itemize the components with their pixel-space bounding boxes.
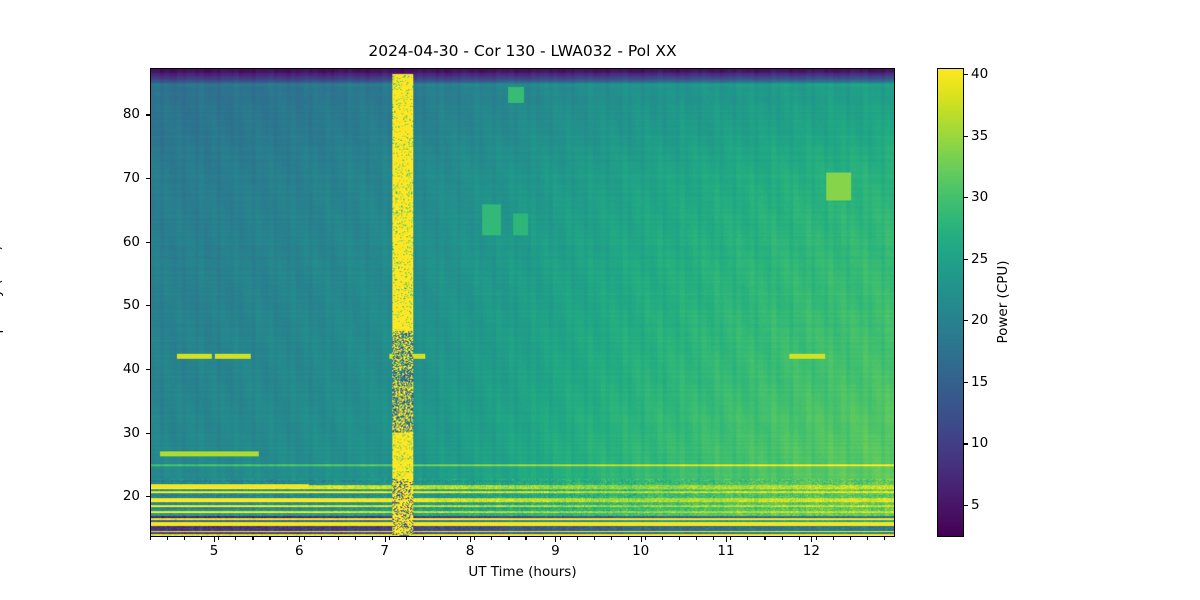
- x-axis-tick-label: 8: [465, 543, 475, 559]
- colorbar-tick-label: 40: [971, 66, 989, 83]
- x-axis-minor-tick: [440, 537, 442, 540]
- x-axis-minor-tick: [713, 537, 715, 540]
- colorbar-tick: [964, 197, 968, 199]
- x-axis-minor-tick: [610, 537, 612, 540]
- x-axis-minor-tick: [644, 537, 647, 540]
- x-axis-minor-tick: [696, 537, 698, 540]
- x-axis-minor-tick: [457, 537, 459, 540]
- colorbar-tick-label: 5: [971, 496, 980, 513]
- x-axis-minor-tick: [269, 537, 271, 540]
- colorbar-tick-label: 15: [971, 373, 989, 390]
- x-axis-minor-tick: [320, 537, 322, 540]
- x-axis-minor-tick: [354, 537, 356, 540]
- x-axis-minor-tick: [883, 537, 885, 540]
- colorbar-tick-label: 25: [971, 250, 989, 267]
- x-axis-tick: [726, 537, 728, 542]
- x-axis-tick: [214, 537, 216, 542]
- x-axis-minor-tick: [832, 537, 834, 540]
- x-axis-minor-tick: [167, 537, 169, 540]
- x-axis-tick-label: 5: [209, 543, 219, 559]
- x-axis-minor-tick: [781, 537, 783, 540]
- y-axis-label: Frequency (MHz): [0, 245, 4, 359]
- y-axis-tick-label: 70: [122, 170, 140, 187]
- x-axis-tick-label: 11: [717, 543, 735, 559]
- x-axis-minor-tick: [662, 537, 664, 540]
- x-axis-tick-label: 7: [380, 543, 389, 559]
- y-axis-tick-label: 50: [122, 297, 140, 314]
- x-axis-tick: [299, 537, 301, 542]
- colorbar-tick-label: 30: [971, 189, 989, 206]
- y-axis-tick: [146, 178, 150, 180]
- colorbar-tick-label: 20: [971, 312, 989, 329]
- x-axis-minor-tick: [576, 537, 578, 540]
- x-axis-minor-tick: [798, 537, 800, 540]
- x-axis-minor-tick: [371, 537, 373, 540]
- x-axis-tick-label: 6: [295, 543, 304, 559]
- spectrogram-heatmap: [151, 69, 894, 536]
- x-axis-minor-tick: [303, 537, 305, 540]
- colorbar-axes[interactable]: [937, 68, 964, 537]
- x-axis-minor-tick: [474, 537, 476, 540]
- y-axis-tick-label: 20: [122, 488, 140, 505]
- x-axis-minor-tick: [593, 537, 595, 540]
- colorbar-tick-label: 35: [971, 127, 989, 144]
- colorbar-tick-label: 10: [971, 435, 989, 452]
- colorbar-gradient: [938, 69, 963, 536]
- x-axis-tick-label: 12: [802, 543, 820, 559]
- x-axis-tick-label: 10: [632, 543, 650, 559]
- x-axis-minor-tick: [627, 537, 629, 540]
- y-axis-tick-label: 60: [122, 233, 140, 250]
- x-axis-minor-tick: [406, 537, 408, 540]
- x-axis-minor-tick: [218, 537, 220, 540]
- x-axis-minor-tick: [849, 537, 851, 540]
- x-axis-minor-tick: [525, 537, 527, 540]
- x-axis-minor-tick: [337, 537, 339, 540]
- x-axis-minor-tick: [730, 537, 732, 540]
- x-axis-tick: [470, 537, 472, 542]
- x-axis-tick-label: 9: [551, 543, 560, 559]
- x-axis-tick: [555, 537, 557, 542]
- x-axis-tick: [640, 537, 642, 542]
- y-axis-tick: [146, 496, 150, 498]
- y-axis-tick-label: 80: [122, 106, 140, 123]
- x-axis-minor-tick: [815, 537, 817, 540]
- y-axis-tick: [146, 241, 150, 243]
- y-axis-tick-label: 40: [122, 361, 140, 377]
- colorbar-tick: [964, 381, 968, 383]
- colorbar-tick: [964, 258, 968, 260]
- x-axis-minor-tick: [764, 537, 766, 540]
- x-axis-minor-tick: [559, 537, 561, 540]
- y-axis-tick: [146, 305, 150, 307]
- colorbar-label: Power (CPU): [995, 260, 1011, 344]
- y-axis-tick-label: 30: [122, 424, 140, 441]
- x-axis-minor-tick: [491, 537, 493, 540]
- colorbar-tick: [964, 443, 968, 445]
- x-axis-label: UT Time (hours): [468, 564, 577, 580]
- x-axis-minor-tick: [542, 537, 544, 540]
- x-axis-minor-tick: [423, 537, 425, 540]
- colorbar-tick: [964, 74, 968, 76]
- x-axis-minor-tick: [508, 537, 510, 540]
- colorbar-tick: [964, 135, 968, 137]
- x-axis-minor-tick: [184, 537, 186, 540]
- spectrogram-axes[interactable]: [150, 68, 895, 537]
- colorbar-tick: [964, 504, 968, 507]
- x-axis-minor-tick: [286, 537, 288, 540]
- x-axis-minor-tick: [252, 537, 254, 540]
- x-axis-minor-tick: [235, 537, 237, 540]
- y-axis-tick: [146, 114, 150, 116]
- x-axis-tick: [811, 537, 813, 542]
- y-axis-tick: [146, 369, 150, 371]
- page-title: 2024-04-30 - Cor 130 - LWA032 - Pol XX: [368, 42, 677, 60]
- x-axis-tick: [384, 537, 386, 542]
- colorbar-tick: [964, 320, 968, 322]
- x-axis-minor-tick: [679, 537, 681, 540]
- x-axis-minor-tick: [747, 537, 749, 540]
- y-axis-tick: [146, 432, 150, 434]
- x-axis-minor-tick: [866, 537, 868, 540]
- x-axis-minor-tick: [201, 537, 203, 540]
- x-axis-minor-tick: [150, 537, 152, 540]
- x-axis-minor-tick: [388, 537, 391, 540]
